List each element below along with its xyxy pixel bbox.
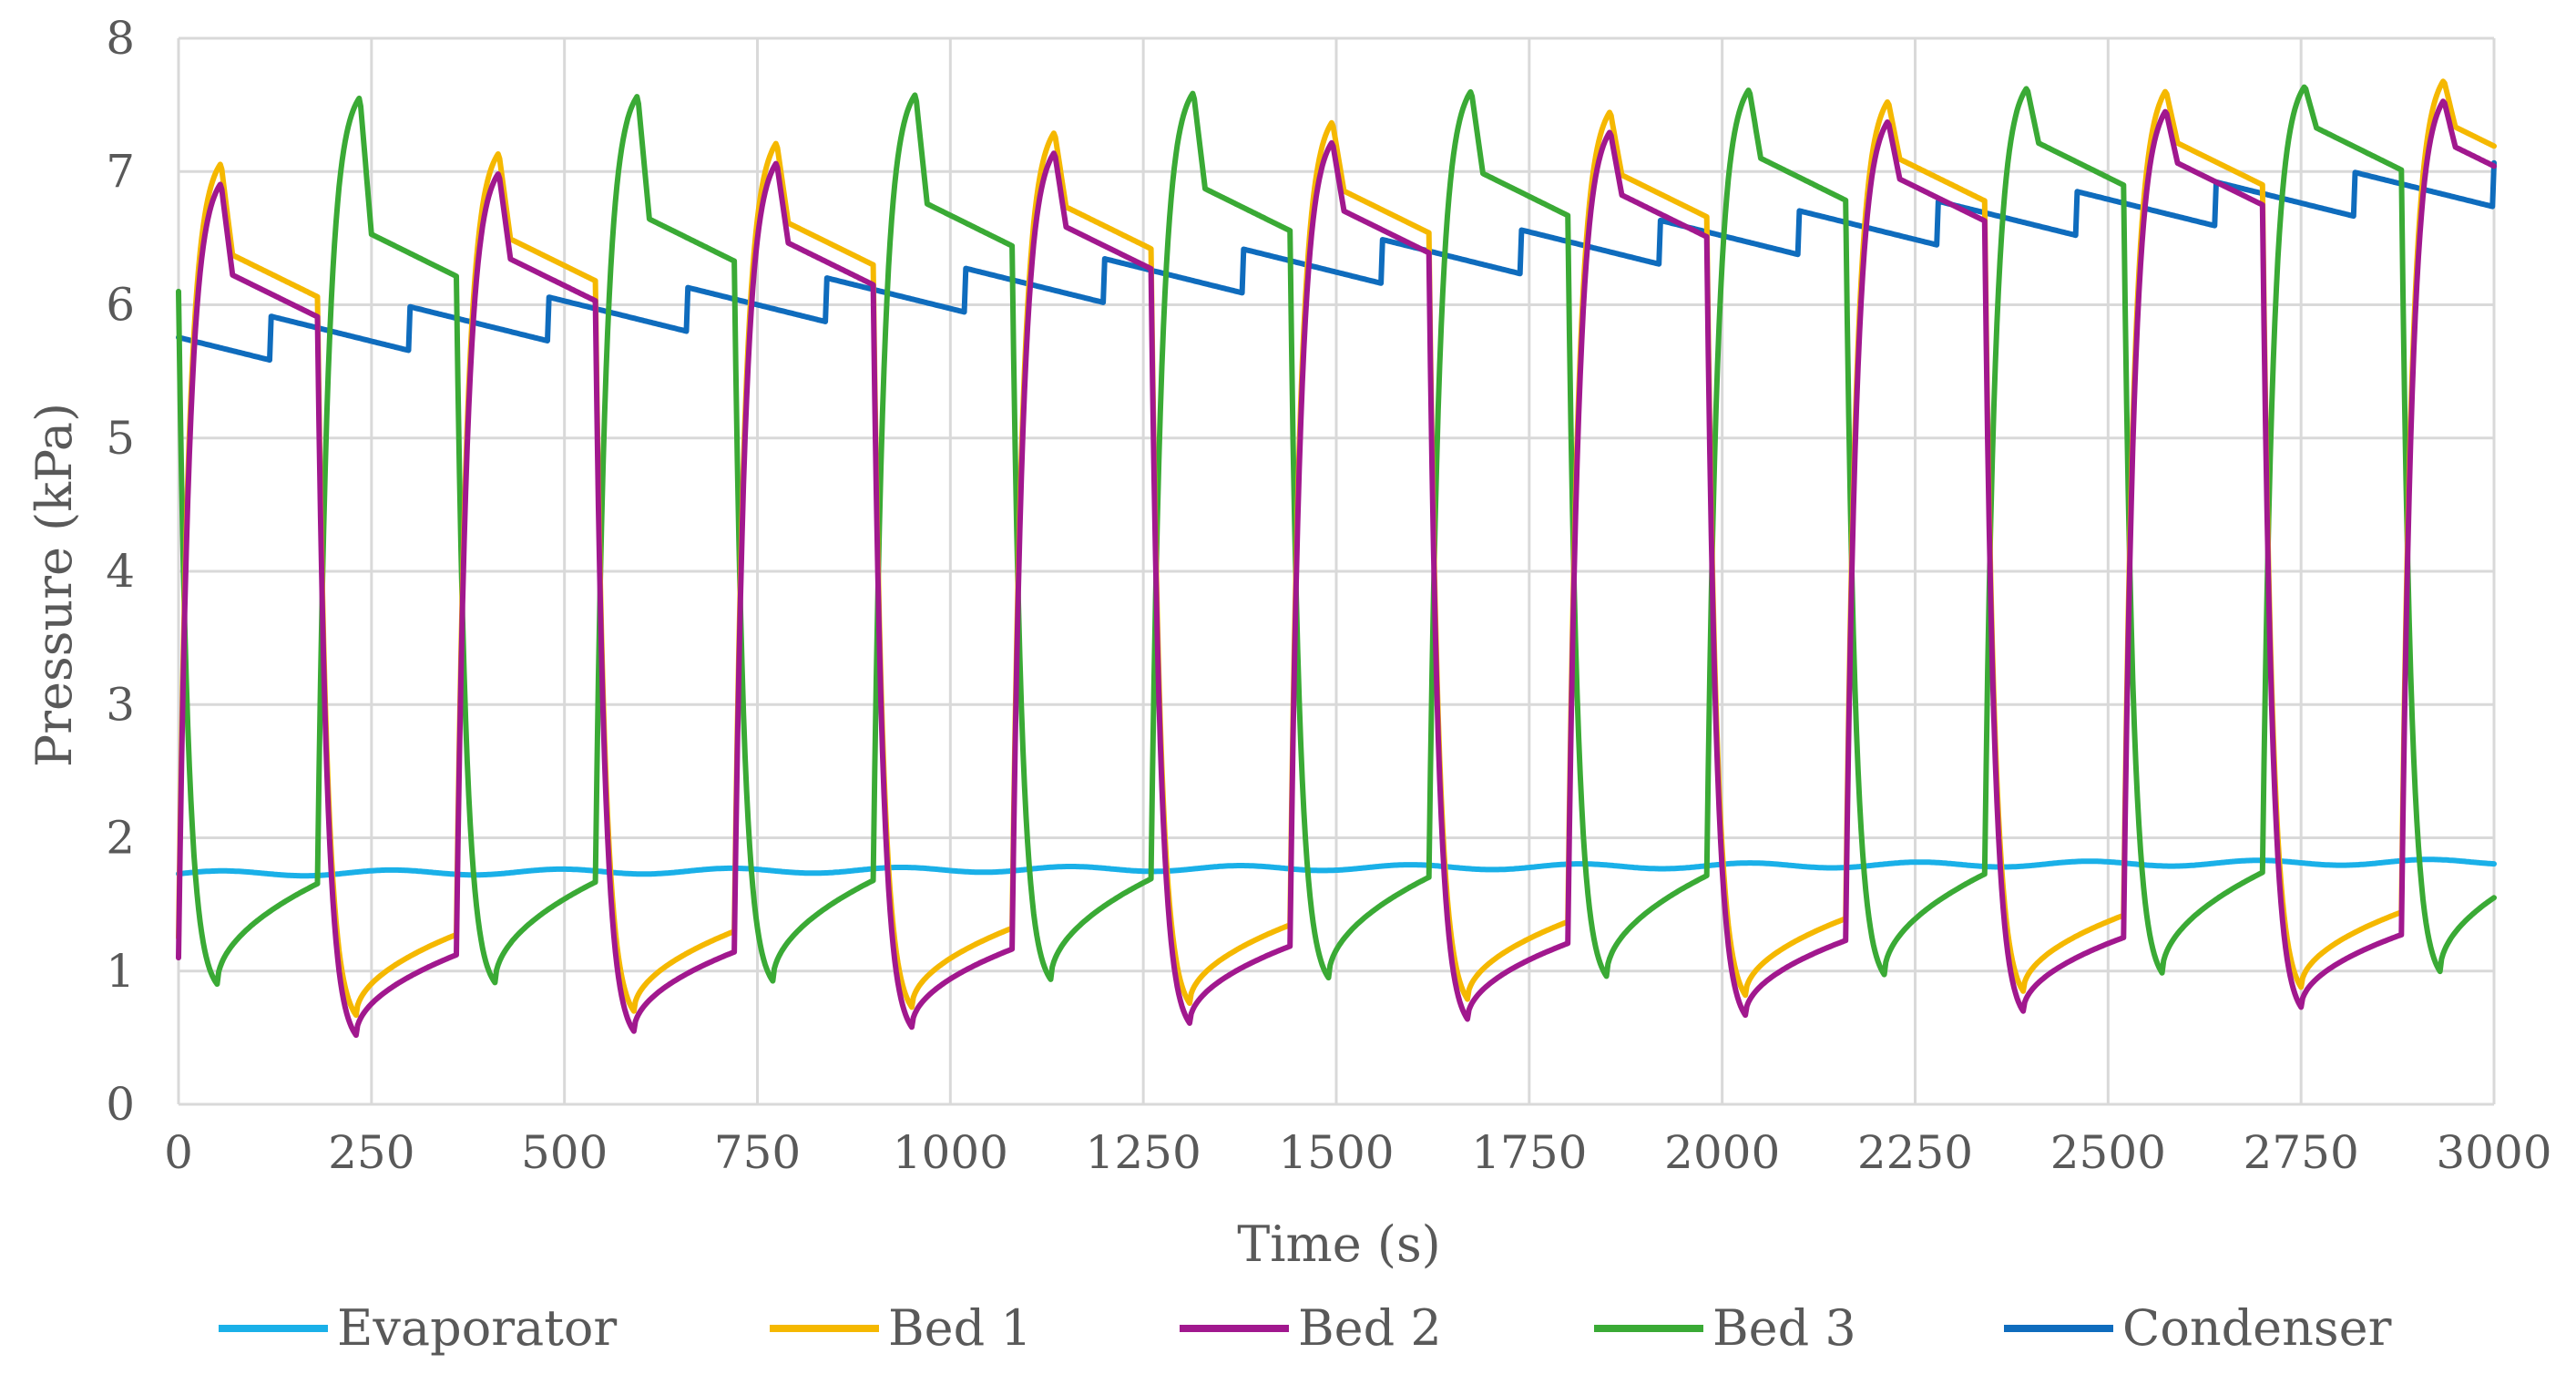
x-tick-label: 1500	[1278, 1126, 1394, 1179]
series-line-bed-3	[176, 84, 2497, 988]
legend-label: Bed 2	[1298, 1299, 1442, 1357]
series-line-bed-1	[176, 78, 2497, 1019]
x-tick-label: 2250	[1857, 1126, 1973, 1179]
legend-item: Condenser	[2004, 1299, 2392, 1357]
x-tick-label: 0	[164, 1126, 193, 1179]
x-tick-label: 2500	[2050, 1126, 2166, 1179]
series-line-condenser	[176, 159, 2497, 364]
x-axis-title: Time (s)	[1237, 1215, 1440, 1273]
x-tick-label: 500	[521, 1126, 608, 1179]
legend-item: Evaporator	[219, 1299, 617, 1357]
y-tick-label: 3	[106, 678, 135, 731]
series-lines	[176, 78, 2497, 1039]
x-tick-label: 2750	[2244, 1126, 2359, 1179]
y-axis-title: Pressure (kPa)	[26, 403, 83, 767]
series-line-evaporator	[176, 856, 2497, 879]
y-tick-label: 7	[106, 145, 135, 198]
y-tick-label: 0	[106, 1078, 135, 1131]
tick-labels: 0 250 500 750 1000 1250 1500 1750 2000 2250 2500 27…	[106, 12, 2551, 1179]
legend-label: Condenser	[2122, 1299, 2392, 1357]
x-tick-label: 250	[328, 1126, 414, 1179]
legend-item: Bed 3	[1594, 1299, 1856, 1357]
x-tick-label: 2000	[1664, 1126, 1780, 1179]
x-tick-label: 1000	[893, 1126, 1008, 1179]
y-tick-label: 1	[106, 945, 135, 998]
legend-item: Bed 1	[770, 1299, 1032, 1357]
y-tick-label: 8	[106, 12, 135, 65]
legend-item: Bed 2	[1180, 1299, 1442, 1357]
x-tick-label: 1250	[1086, 1126, 1201, 1179]
legend-label: Bed 1	[888, 1299, 1032, 1357]
x-tick-label: 3000	[2436, 1126, 2551, 1179]
series-line-bed-2	[176, 98, 2497, 1039]
y-tick-label: 4	[106, 545, 135, 598]
legend-label: Evaporator	[337, 1299, 617, 1357]
y-tick-label: 6	[106, 279, 135, 332]
x-tick-label: 750	[714, 1126, 801, 1179]
x-tick-label: 1750	[1471, 1126, 1587, 1179]
y-tick-label: 5	[106, 412, 135, 465]
legend: Evaporator Bed 1 Bed 2 Bed 3 Condenser	[219, 1299, 2392, 1357]
legend-label: Bed 3	[1712, 1299, 1856, 1357]
y-tick-label: 2	[106, 812, 135, 865]
